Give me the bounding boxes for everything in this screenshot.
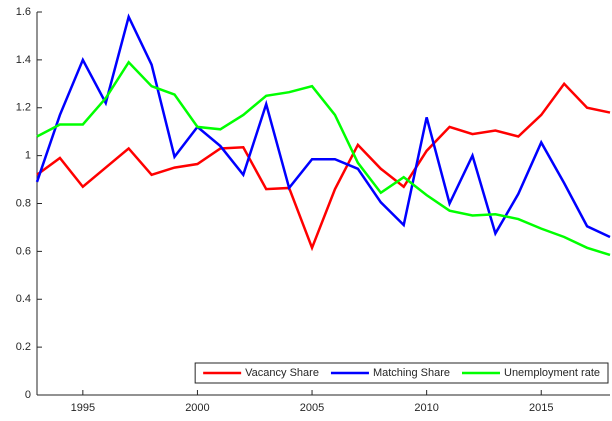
y-tick-label: 1.6: [16, 6, 31, 18]
line-series: [36, 60, 611, 257]
legend-label: Matching Share: [373, 367, 450, 379]
line-series: [35, 13, 611, 239]
x-tick-label: 2015: [529, 402, 553, 414]
line-series: [36, 81, 611, 252]
y-tick-label: 0.6: [16, 245, 31, 257]
x-tick-label: 2005: [300, 402, 324, 414]
y-tick-label: 0.8: [16, 197, 31, 209]
x-tick-label: 2000: [185, 402, 209, 414]
y-tick-label: 0.2: [16, 341, 31, 353]
legend-label: Unemployment rate: [504, 367, 600, 379]
x-tick-label: 1995: [71, 402, 95, 414]
y-tick-label: 1.2: [16, 102, 31, 114]
legend: [194, 362, 609, 384]
x-tick-label: 2010: [414, 402, 438, 414]
y-tick-label: 1: [25, 150, 31, 162]
y-tick-label: 0: [25, 389, 31, 401]
y-tick-label: 1.4: [16, 54, 31, 66]
legend-label: Vacancy Share: [245, 367, 319, 379]
y-tick-label: 0.4: [16, 293, 31, 305]
